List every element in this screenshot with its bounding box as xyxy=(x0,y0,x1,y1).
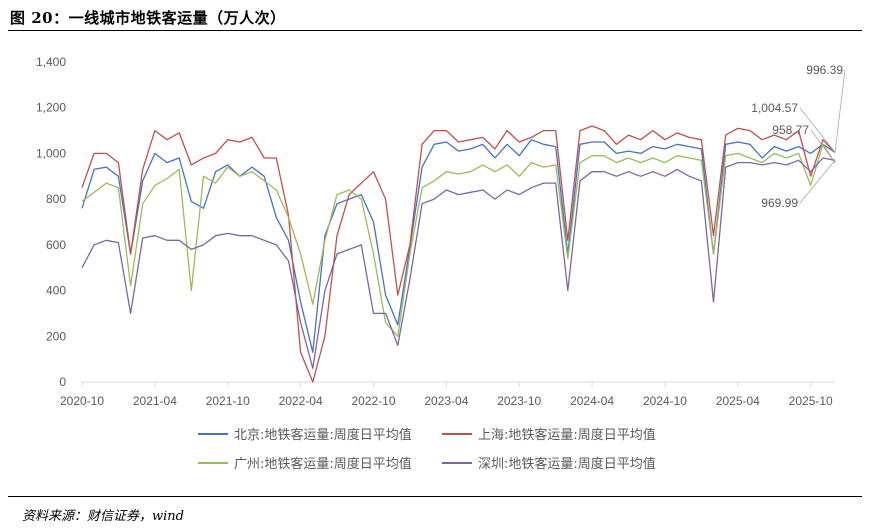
figure-title: 图 20：一线城市地铁客运量（万人次） xyxy=(10,9,286,27)
legend-item-shenzhen: 深圳:地铁客运量:周度日平均值 xyxy=(442,453,656,472)
line-chart: 0 200 400 600 800 1,000 1,200 1,400 2020-10 2021-… xyxy=(36,55,846,408)
y-tick-label: 1,000 xyxy=(36,146,66,160)
legend-swatch-guangzhou xyxy=(198,461,228,464)
series-line-guangzhou xyxy=(81,143,836,337)
legend-item-guangzhou: 广州:地铁客运量:周度日平均值 xyxy=(198,453,412,472)
x-tick-label: 2025-04 xyxy=(716,394,760,408)
y-tick-label: 800 xyxy=(46,192,66,206)
series-line-shanghai xyxy=(81,125,836,383)
x-tick-label: 2021-04 xyxy=(133,394,177,408)
x-tick-label: 2022-10 xyxy=(351,394,395,408)
y-tick-label: 1,400 xyxy=(36,55,66,69)
y-tick-label: 400 xyxy=(46,284,66,298)
annotation-leader-beijing xyxy=(834,69,846,153)
y-tick-label: 600 xyxy=(46,238,66,252)
x-tick-label: 2024-04 xyxy=(570,394,614,408)
x-tick-label: 2024-10 xyxy=(643,394,687,408)
annotation-label-guangzhou: 958.77 xyxy=(772,123,809,137)
y-tick-label: 1,200 xyxy=(36,101,66,115)
legend-item-beijing: 北京:地铁客运量:周度日平均值 xyxy=(198,424,412,443)
annotation-leader-shenzhen xyxy=(799,160,836,204)
x-tick-label: 2021-10 xyxy=(206,394,250,408)
source-note: 资料来源：财信证券，wind xyxy=(22,509,184,524)
legend-swatch-shanghai xyxy=(442,432,472,435)
legend-label-beijing: 北京:地铁客运量:周度日平均值 xyxy=(234,428,412,443)
legend-label-shanghai: 上海:地铁客运量:周度日平均值 xyxy=(478,428,656,443)
top-rule xyxy=(8,30,862,31)
x-tick-label: 2020-10 xyxy=(60,394,104,408)
legend-label-guangzhou: 广州:地铁客运量:周度日平均值 xyxy=(234,457,412,472)
legend-swatch-beijing xyxy=(198,432,228,435)
annotation-label-shanghai: 1,004.57 xyxy=(751,101,798,115)
series-line-beijing xyxy=(81,139,836,353)
x-tick-label: 2023-10 xyxy=(497,394,541,408)
x-tick-label: 2022-04 xyxy=(279,394,323,408)
series-line-shenzhen xyxy=(81,157,836,369)
annotation-leader-guangzhou xyxy=(810,129,836,164)
annotation-label-shenzhen: 969.99 xyxy=(761,196,798,210)
legend-swatch-shenzhen xyxy=(442,461,472,464)
x-tick-label: 2025-10 xyxy=(789,394,833,408)
annotation-leader-shanghai xyxy=(799,107,836,153)
bottom-rule xyxy=(8,496,862,497)
annotation-label-beijing: 996.39 xyxy=(806,63,843,77)
y-tick-label: 0 xyxy=(59,375,66,389)
y-tick-label: 200 xyxy=(46,329,66,343)
legend-item-shanghai: 上海:地铁客运量:周度日平均值 xyxy=(442,424,656,443)
x-tick-label: 2023-04 xyxy=(424,394,468,408)
legend-label-shenzhen: 深圳:地铁客运量:周度日平均值 xyxy=(478,457,656,472)
